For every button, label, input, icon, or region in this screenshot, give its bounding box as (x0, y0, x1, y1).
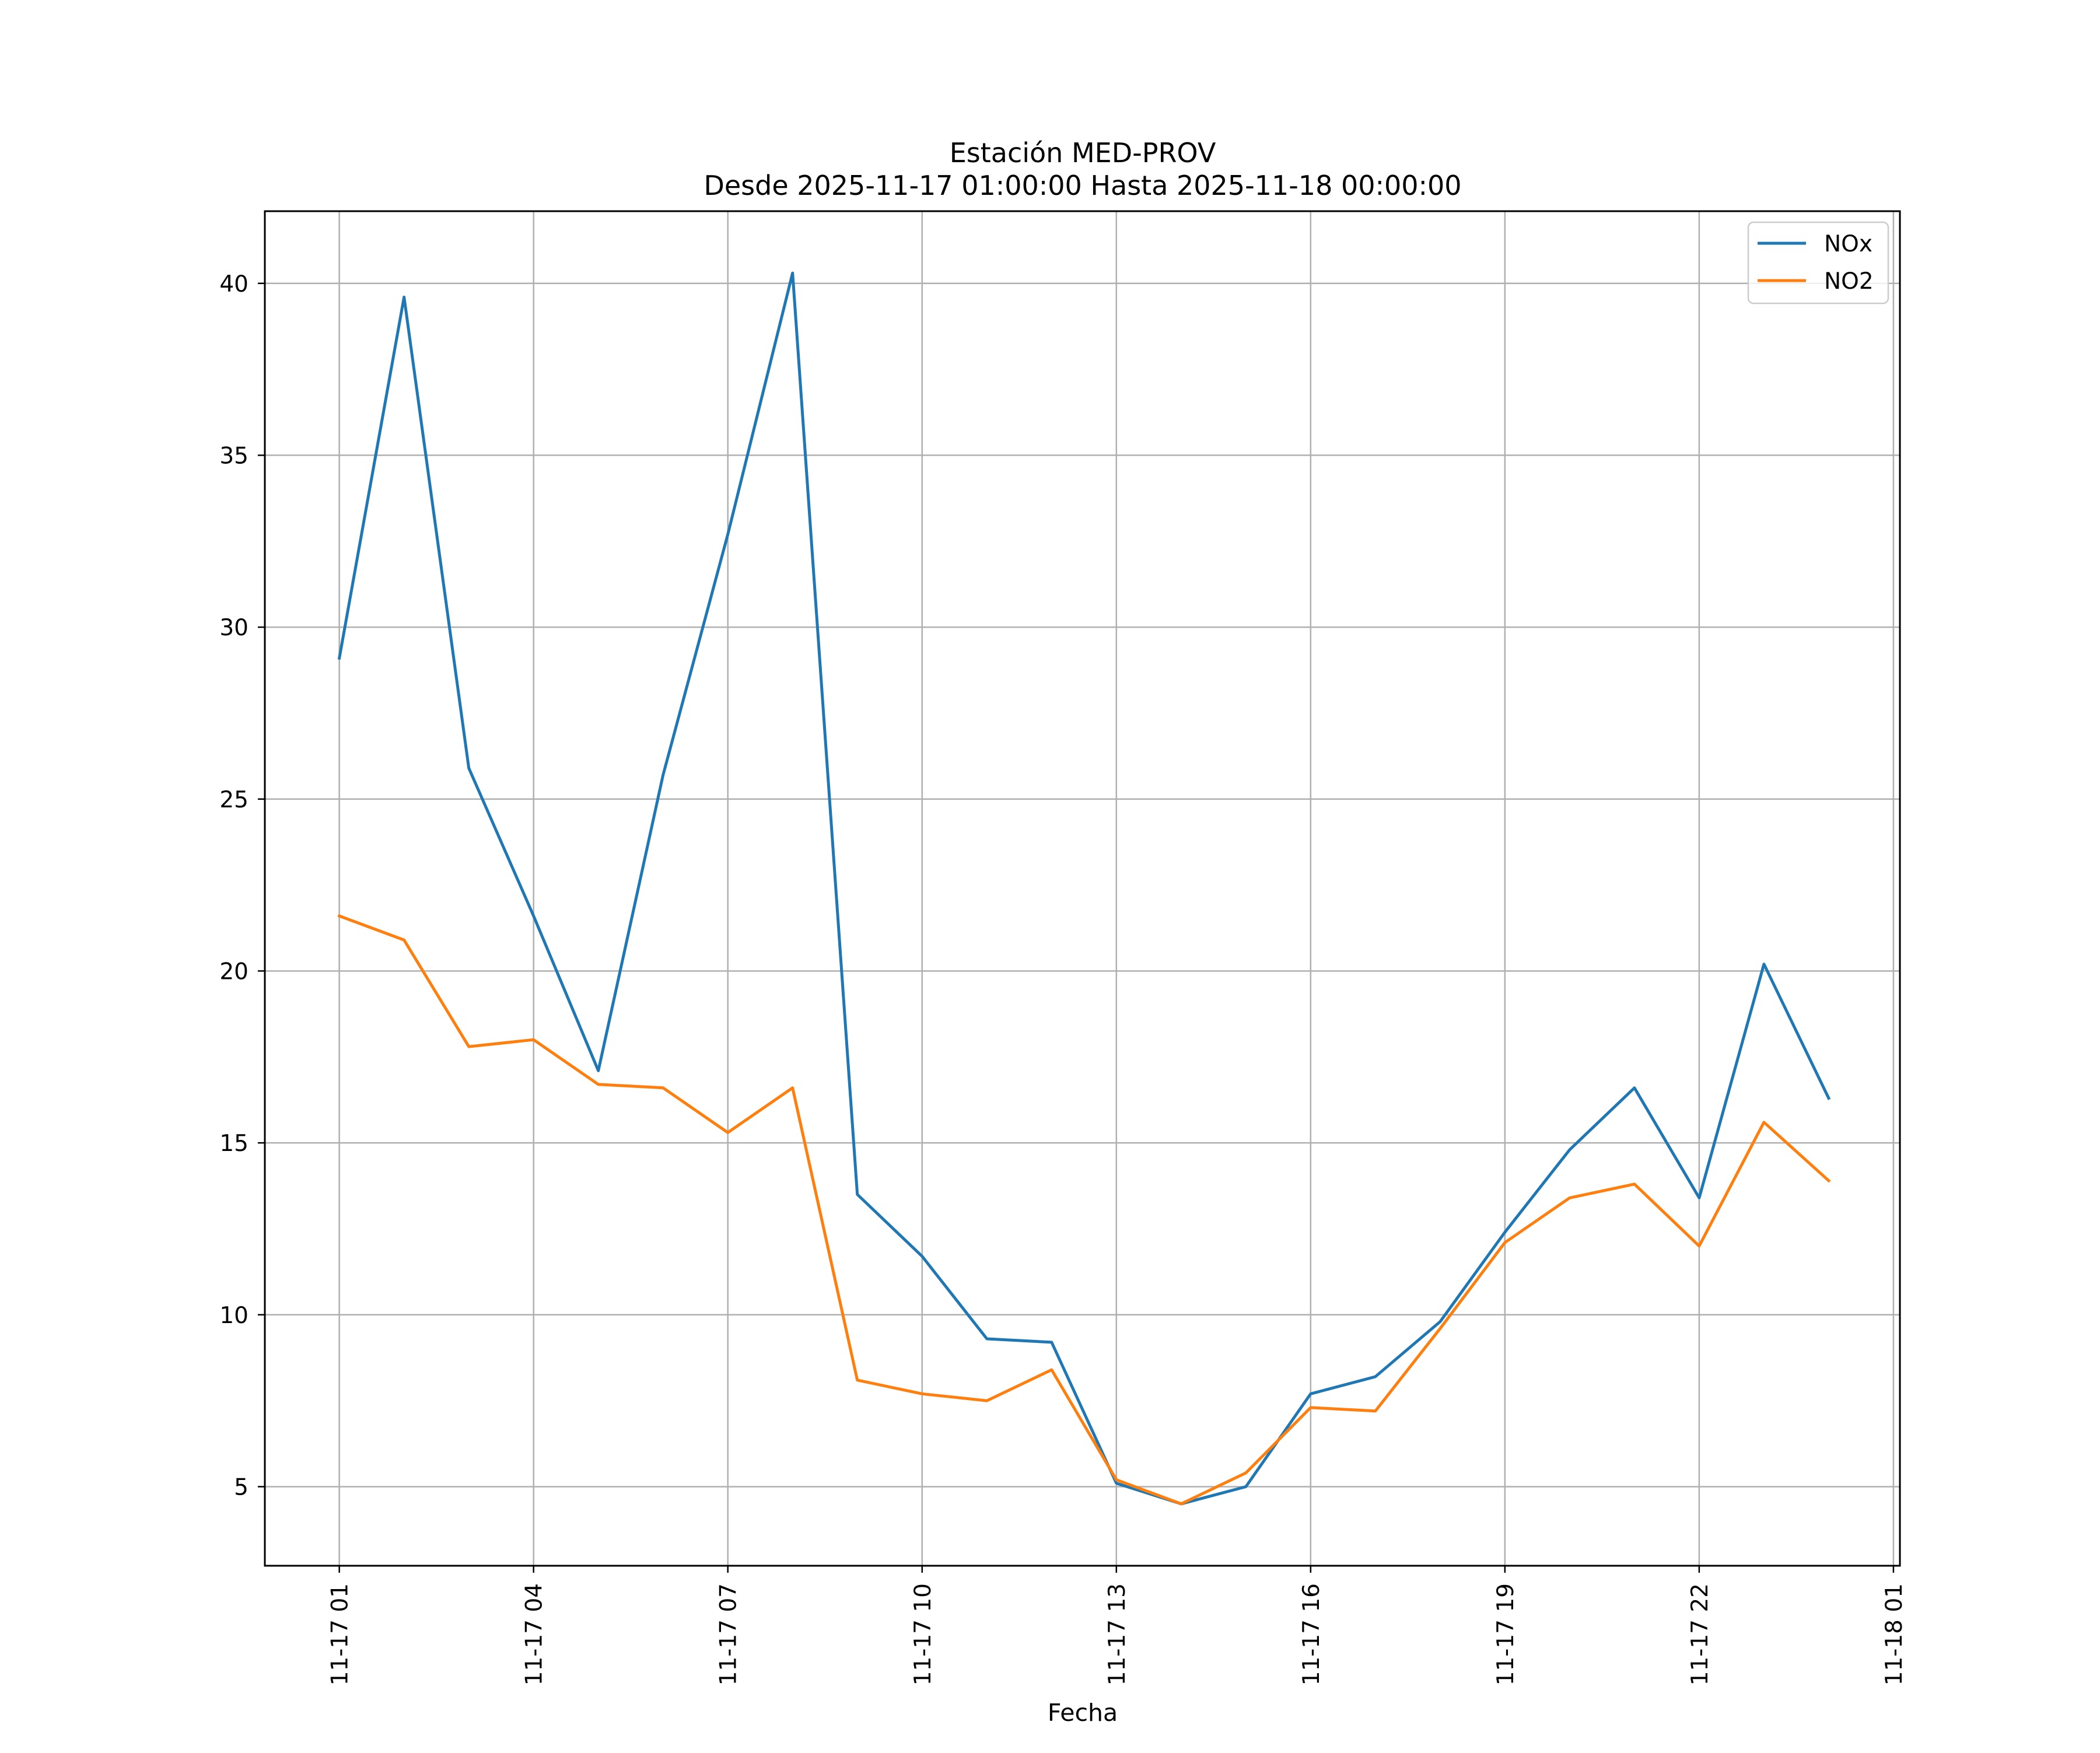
series-line-nox (337, 271, 1831, 1506)
y-tick-label: 15 (219, 1131, 249, 1157)
y-tick-label: 5 (234, 1474, 249, 1500)
legend: NOx NO2 (1747, 221, 1889, 305)
y-tick-label: 35 (219, 443, 249, 469)
x-axis-label: Fecha (1048, 1699, 1118, 1727)
y-tick-label: 20 (219, 958, 249, 985)
legend-label-no2: NO2 (1824, 268, 1874, 295)
x-tick-label: 11-17 01 (327, 1583, 354, 1685)
x-tick-label: 11-17 16 (1298, 1583, 1325, 1685)
x-tick-label: 11-18 01 (1881, 1583, 1908, 1685)
y-tick-label: 40 (219, 271, 249, 298)
x-tick-label: 11-17 04 (522, 1583, 548, 1685)
data-series (337, 271, 1831, 1506)
chart-title: Estación MED-PROV (950, 137, 1216, 169)
grid-lines (265, 211, 1900, 1566)
axes: 11-17 01 11-17 04 11-17 07 11-17 10 11-17 13… (219, 271, 1908, 1686)
x-tick-label: 11-17 07 (716, 1583, 742, 1685)
series-line-no2 (337, 914, 1831, 1506)
chart-subtitle: Desde 2025-11-17 01:00:00 Hasta 2025-11-… (704, 170, 1461, 201)
x-tick-label: 11-17 19 (1493, 1583, 1519, 1685)
plot-area-frame (264, 210, 1901, 1567)
y-tick-label: 30 (219, 615, 249, 641)
y-tick-label: 10 (219, 1303, 249, 1329)
x-tick-label: 11-17 13 (1104, 1583, 1130, 1685)
x-tick-label: 11-17 10 (910, 1583, 936, 1685)
legend-label-nox: NOx (1824, 231, 1873, 257)
x-tick-label: 11-17 22 (1687, 1583, 1713, 1685)
y-tick-label: 25 (219, 787, 249, 813)
